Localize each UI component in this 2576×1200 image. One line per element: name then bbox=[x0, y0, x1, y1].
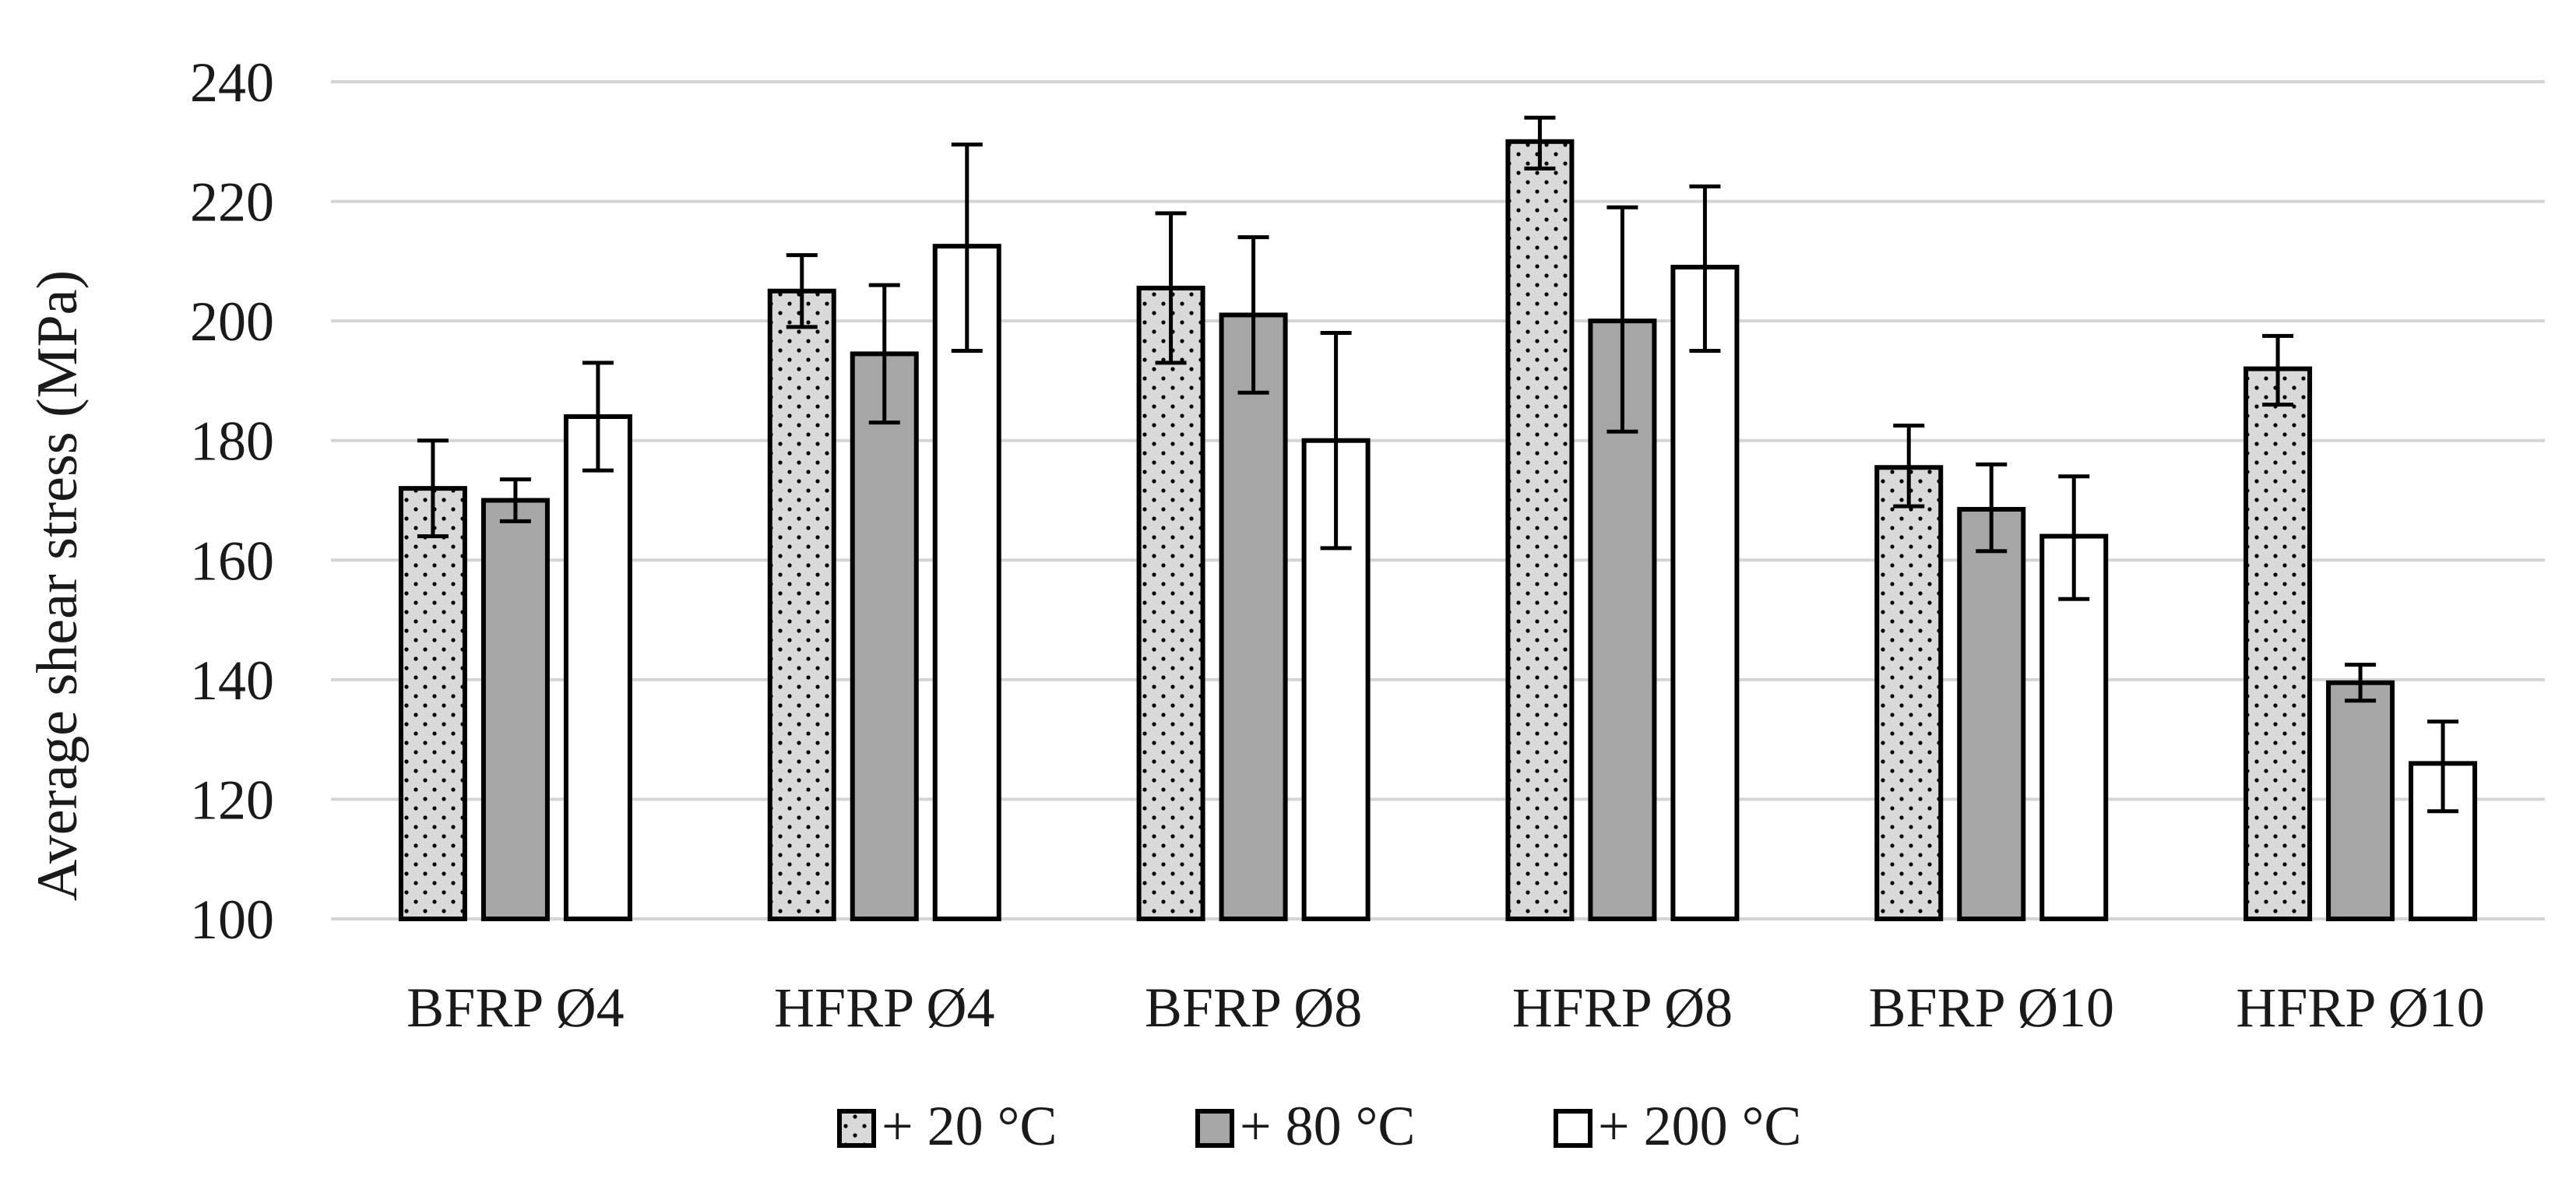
error-bar-1-2 bbox=[786, 253, 818, 329]
y-axis-ticks: 100 120 140 160 180 200 220 240 bbox=[190, 51, 274, 951]
error-bar-3-4 bbox=[1689, 184, 1721, 354]
legend-label-3: + 200 °C bbox=[1598, 1095, 1801, 1157]
legend: + 20 °C + 80 °C + 200 °C bbox=[837, 1095, 1801, 1157]
bar-2-1 bbox=[480, 498, 550, 921]
x-tick-label: HFRP Ø8 bbox=[1512, 977, 1733, 1039]
bar-1-6 bbox=[2243, 366, 2313, 922]
error-bar-3-2 bbox=[951, 143, 983, 354]
error-bar-3-5 bbox=[2058, 474, 2090, 601]
bar-1-5 bbox=[1874, 465, 1944, 921]
error-bar-3-1 bbox=[582, 361, 614, 473]
legend-swatch-1 bbox=[837, 1109, 876, 1148]
error-bar-2-3 bbox=[1237, 235, 1269, 395]
bar-1-4 bbox=[1505, 139, 1575, 922]
error-bar-1-4 bbox=[1524, 115, 1556, 171]
error-bar-1-1 bbox=[417, 438, 449, 539]
y-tick-label: 140 bbox=[190, 649, 274, 712]
error-bar-1-6 bbox=[2262, 333, 2294, 407]
error-bar-1-3 bbox=[1155, 211, 1187, 365]
bar-3-4 bbox=[1670, 265, 1740, 921]
bar-1-3 bbox=[1136, 285, 1205, 921]
x-tick-label: HFRP Ø10 bbox=[2236, 977, 2484, 1039]
bar-3-1 bbox=[563, 414, 632, 921]
y-tick-label: 180 bbox=[190, 410, 274, 473]
x-tick-label: HFRP Ø4 bbox=[774, 977, 994, 1039]
x-tick-label: BFRP Ø4 bbox=[406, 977, 624, 1039]
x-axis-ticks: BFRP Ø4 HFRP Ø4 BFRP Ø8 HFRP Ø8 BFRP Ø10 HFRP… bbox=[406, 977, 2485, 1039]
error-bar-2-1 bbox=[499, 477, 531, 523]
error-bar-3-6 bbox=[2427, 720, 2459, 814]
gridlines bbox=[331, 80, 2545, 920]
y-tick-label: 220 bbox=[190, 171, 274, 234]
bar-1-2 bbox=[767, 288, 836, 921]
y-tick-label: 240 bbox=[190, 51, 274, 114]
error-bar-3-3 bbox=[1320, 331, 1352, 551]
error-bar-2-4 bbox=[1606, 205, 1638, 434]
bar-2-5 bbox=[1957, 507, 2026, 921]
x-tick-label: BFRP Ø8 bbox=[1145, 977, 1362, 1039]
y-tick-label: 120 bbox=[190, 769, 274, 831]
legend-swatch-2 bbox=[1195, 1109, 1234, 1148]
error-bar-2-2 bbox=[868, 283, 900, 425]
legend-label-1: + 20 °C bbox=[882, 1095, 1057, 1157]
bar-2-2 bbox=[850, 351, 919, 921]
bar-2-6 bbox=[2326, 680, 2395, 921]
y-tick-label: 100 bbox=[190, 889, 274, 951]
y-axis-label: Average shear stress (MPa) bbox=[26, 270, 90, 901]
bar-2-3 bbox=[1219, 312, 1288, 921]
legend-swatch-3 bbox=[1554, 1109, 1592, 1148]
bars bbox=[398, 139, 2478, 922]
x-tick-label: BFRP Ø10 bbox=[1869, 977, 2114, 1039]
legend-label-2: + 80 °C bbox=[1240, 1095, 1415, 1157]
error-bars bbox=[417, 115, 2459, 814]
error-bar-2-6 bbox=[2345, 663, 2377, 703]
y-tick-label: 200 bbox=[190, 290, 274, 353]
bar-3-2 bbox=[932, 244, 1001, 921]
error-bar-2-5 bbox=[1976, 462, 2008, 554]
error-bar-1-5 bbox=[1893, 424, 1925, 509]
y-tick-label: 160 bbox=[190, 530, 274, 592]
bar-1-1 bbox=[398, 486, 467, 921]
